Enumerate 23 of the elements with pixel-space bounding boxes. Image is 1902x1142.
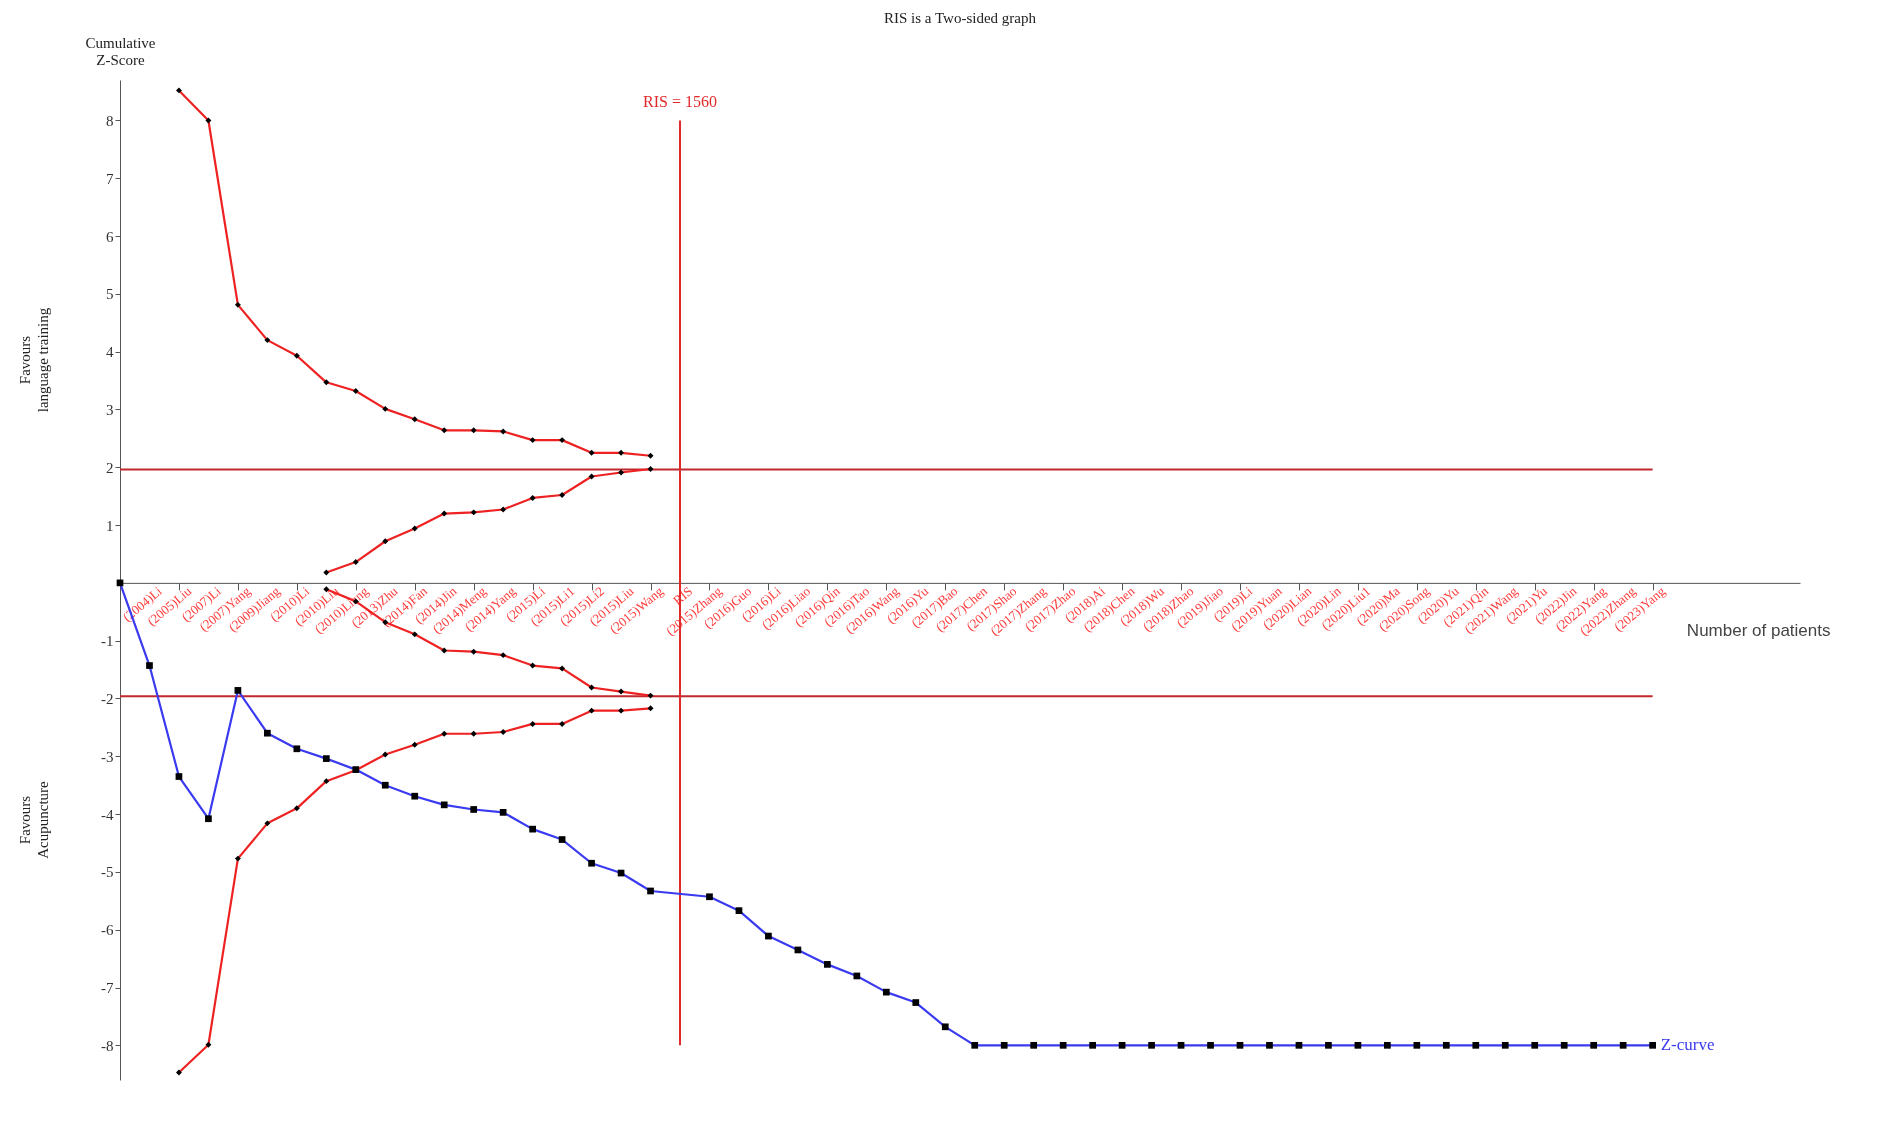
y-tick-label: -6 [101,922,114,939]
ref-line-label: RIS = 1560 [643,93,717,111]
y-tick-label: 4 [106,344,114,361]
y-tick-label: 2 [106,459,114,476]
y-tick-label: -5 [101,864,114,881]
y-tick-label: 1 [106,517,114,534]
y-tick-label: -8 [101,1037,114,1054]
text: Favours language training [17,307,51,413]
y-tick-label: -4 [101,806,114,823]
y-tick-label: -2 [101,691,114,707]
y-tick-label: -7 [101,980,114,997]
y-tick-label: 8 [106,112,114,129]
text: Favours Acupuncture [17,780,51,859]
y-tick-label: 7 [106,170,114,187]
y-tick-label: 6 [106,228,114,245]
x-axis-title: Number of patients [1686,621,1831,641]
series-label: Z-curve [1660,1035,1715,1055]
y-tick-label: -3 [101,748,114,765]
y-tick-label: 3 [106,401,114,418]
y-axis-title: Cumulative Z-Score [85,34,156,68]
y-tick-label: 5 [106,286,114,303]
chart-title: RIS is a Two-sided graph [884,10,1037,26]
y-tick-label: -1 [101,633,114,650]
